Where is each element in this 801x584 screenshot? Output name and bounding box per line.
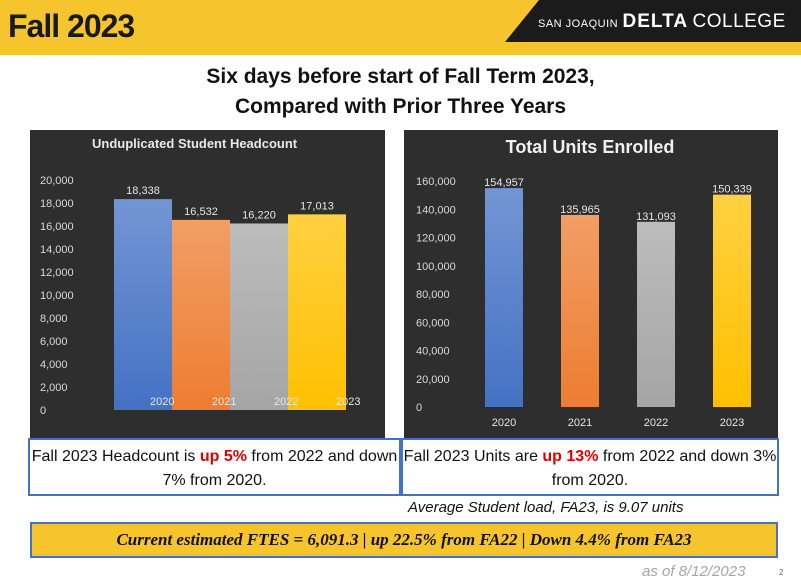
y-tick-label: 8,000 [40,313,68,325]
chart-title: Unduplicated Student Headcount [92,136,298,151]
headcount-chart: Unduplicated Student Headcount 0 2,000 4,00… [30,130,385,438]
bar-2021 [561,214,599,407]
y-tick-label: 80,000 [416,289,450,301]
data-label: 16,220 [242,209,276,221]
x-tick-label: 2021 [568,417,592,429]
logo-small-text: SAN JOAQUIN [538,18,619,30]
legend-label: 2023 [336,396,360,408]
y-tick-label: 10,000 [40,290,74,302]
data-label: 150,339 [712,184,752,196]
bar-2022 [230,223,288,410]
x-tick-label: 2022 [644,417,668,429]
logo-background [505,0,801,42]
header-banner: Fall 2023 SAN JOAQUIN DELTA COLLEGE [0,0,801,55]
legend-label: 2021 [212,396,236,408]
bar-2023 [713,194,751,407]
headcount-chart-svg: Unduplicated Student Headcount 0 2,000 4,00… [40,136,360,417]
legend-swatch-2020 [142,396,151,405]
data-label: 18,338 [126,185,160,197]
data-label: 16,532 [184,206,218,218]
y-tick-label: 0 [416,402,422,414]
page-number: 2 [779,568,784,577]
slide-subtitle: Six days before start of Fall Term 2023,… [0,62,801,122]
data-label: 17,013 [300,200,334,212]
y-tick-label: 20,000 [40,175,74,187]
college-logo: SAN JOAQUIN DELTA COLLEGE [538,11,786,33]
page-title: Fall 2023 [8,8,135,44]
headcount-summary-post: from 2022 and down 7% from 2020. [162,448,398,489]
y-tick-label: 16,000 [40,221,74,233]
subtitle-line-1: Six days before start of Fall Term 2023, [206,65,595,88]
y-tick-label: 160,000 [416,176,456,188]
data-label: 154,957 [484,177,524,189]
units-summary: Fall 2023 Units are up 13% from 2022 and… [401,438,779,496]
legend-swatch-2023 [328,396,337,405]
units-chart: Total Units Enrolled 0 20,000 40,000 60,000 8… [404,130,778,438]
data-label: 135,965 [560,204,600,216]
headcount-summary-highlight: up 5% [199,448,247,465]
x-tick-label: 2023 [720,417,744,429]
y-tick-label: 60,000 [416,317,450,329]
headcount-summary: Fall 2023 Headcount is up 5% from 2022 a… [28,438,401,496]
bar-2023 [288,214,346,410]
ftes-banner: Current estimated FTES = 6,091.3 | up 22… [30,522,778,558]
headcount-summary-pre: Fall 2023 Headcount is [31,448,200,465]
y-tick-label: 14,000 [40,244,74,256]
bar-2021 [172,219,230,410]
chart-title: Total Units Enrolled [506,137,675,157]
units-chart-svg: Total Units Enrolled 0 20,000 40,000 60,000 8… [416,137,752,429]
bar-2020 [485,188,523,407]
y-tick-label: 100,000 [416,261,456,273]
units-summary-highlight: up 13% [542,448,599,465]
logo-big-text: DELTA [622,11,689,32]
y-tick-label: 4,000 [40,359,68,371]
y-tick-label: 2,000 [40,382,68,394]
subtitle-line-2: Compared with Prior Three Years [234,95,567,118]
logo-college-text: COLLEGE [692,11,786,32]
y-tick-label: 6,000 [40,336,68,348]
y-tick-label: 140,000 [416,204,456,216]
legend-label: 2020 [150,396,174,408]
legend-label: 2022 [274,396,298,408]
x-tick-label: 2020 [492,417,516,429]
data-label: 131,093 [636,211,676,223]
y-tick-label: 120,000 [416,233,456,245]
bar-2022 [637,221,675,407]
y-tick-label: 0 [40,405,46,417]
average-load-note: Average Student load, FA23, is 9.07 unit… [408,499,684,516]
bar-2020 [114,199,172,410]
legend-swatch-2021 [204,396,213,405]
y-tick-label: 20,000 [416,374,450,386]
y-tick-label: 12,000 [40,267,74,279]
legend-swatch-2022 [266,396,275,405]
y-tick-label: 18,000 [40,198,74,210]
y-tick-label: 40,000 [416,346,450,358]
units-summary-pre: Fall 2023 Units are [403,448,543,465]
units-summary-post: from 2022 and down 3% from 2020. [551,448,777,489]
as-of-date: as of 8/12/2023 [642,563,746,580]
